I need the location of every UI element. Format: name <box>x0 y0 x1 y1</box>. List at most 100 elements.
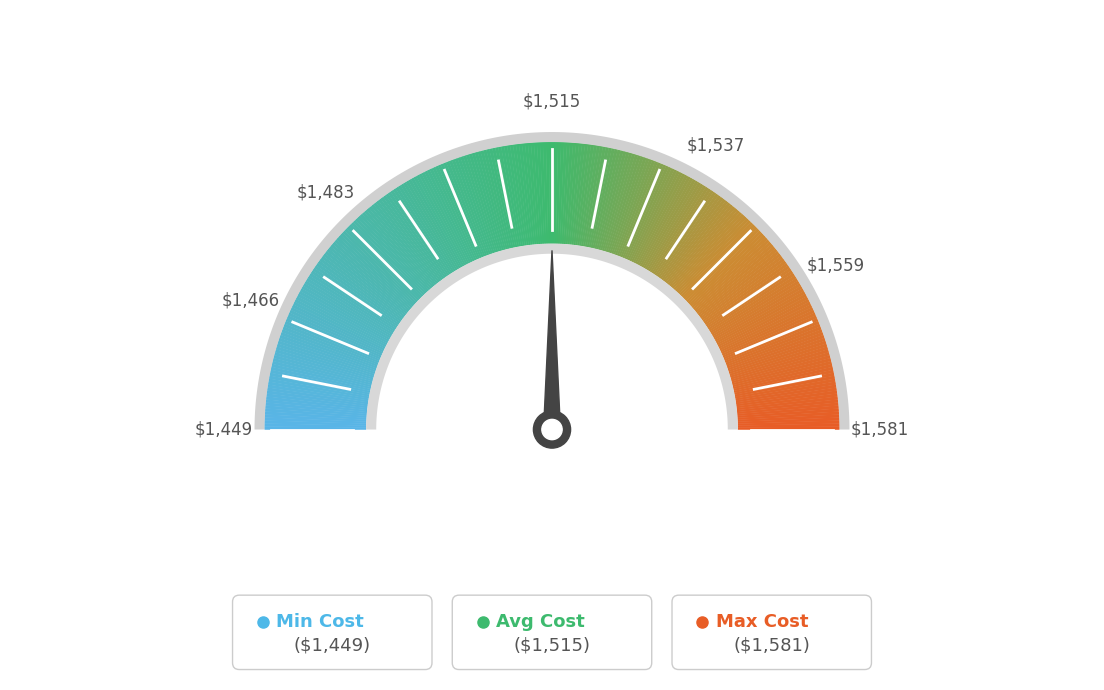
Polygon shape <box>677 216 746 293</box>
Polygon shape <box>620 162 660 257</box>
Polygon shape <box>647 182 701 270</box>
Polygon shape <box>692 241 772 310</box>
Polygon shape <box>737 424 839 428</box>
FancyBboxPatch shape <box>233 595 432 669</box>
Polygon shape <box>690 237 767 306</box>
Polygon shape <box>737 406 839 416</box>
Polygon shape <box>273 358 372 385</box>
Polygon shape <box>726 329 822 366</box>
Polygon shape <box>598 151 626 250</box>
Polygon shape <box>401 184 456 271</box>
Polygon shape <box>270 367 371 391</box>
Polygon shape <box>446 161 486 257</box>
Polygon shape <box>379 199 442 282</box>
Polygon shape <box>284 324 379 363</box>
Polygon shape <box>355 218 426 294</box>
Polygon shape <box>416 175 466 266</box>
FancyBboxPatch shape <box>672 595 871 669</box>
Polygon shape <box>455 158 491 255</box>
Polygon shape <box>673 212 742 290</box>
Polygon shape <box>635 172 682 264</box>
Polygon shape <box>289 310 383 354</box>
Polygon shape <box>715 294 807 344</box>
Polygon shape <box>381 197 443 280</box>
Polygon shape <box>513 144 529 246</box>
Polygon shape <box>478 151 506 250</box>
Polygon shape <box>355 218 426 294</box>
Polygon shape <box>364 210 432 289</box>
Polygon shape <box>700 256 783 319</box>
Polygon shape <box>362 212 431 290</box>
Text: $1,449: $1,449 <box>195 420 253 439</box>
Polygon shape <box>429 168 475 262</box>
Polygon shape <box>684 228 760 301</box>
Polygon shape <box>658 194 719 278</box>
Polygon shape <box>651 187 709 273</box>
Polygon shape <box>725 324 820 363</box>
Polygon shape <box>715 294 807 344</box>
Polygon shape <box>395 187 453 273</box>
Polygon shape <box>268 384 369 402</box>
Polygon shape <box>287 315 381 357</box>
Polygon shape <box>613 158 649 255</box>
Polygon shape <box>604 154 635 252</box>
Text: ($1,515): ($1,515) <box>513 637 591 655</box>
Polygon shape <box>704 266 789 325</box>
Polygon shape <box>337 237 414 306</box>
Polygon shape <box>308 275 395 331</box>
Polygon shape <box>581 146 599 246</box>
Polygon shape <box>575 144 591 246</box>
Polygon shape <box>480 150 508 249</box>
Polygon shape <box>308 275 395 331</box>
Polygon shape <box>296 297 388 345</box>
Polygon shape <box>401 184 456 271</box>
Polygon shape <box>688 233 764 304</box>
Polygon shape <box>724 321 819 361</box>
Polygon shape <box>736 400 838 412</box>
Polygon shape <box>654 188 711 275</box>
Polygon shape <box>735 384 836 402</box>
Polygon shape <box>731 352 829 382</box>
Polygon shape <box>358 216 427 293</box>
Polygon shape <box>731 349 829 380</box>
Polygon shape <box>701 258 785 320</box>
Polygon shape <box>726 332 824 368</box>
Polygon shape <box>716 297 808 345</box>
Polygon shape <box>675 214 744 291</box>
Polygon shape <box>737 415 839 422</box>
Polygon shape <box>452 159 489 255</box>
Polygon shape <box>429 168 475 262</box>
Polygon shape <box>733 361 831 387</box>
Polygon shape <box>280 332 378 368</box>
Polygon shape <box>312 268 399 326</box>
Polygon shape <box>705 268 792 326</box>
Polygon shape <box>723 318 818 359</box>
Polygon shape <box>475 152 503 250</box>
Polygon shape <box>720 307 814 352</box>
Polygon shape <box>543 250 561 429</box>
Polygon shape <box>591 148 615 248</box>
Polygon shape <box>294 302 385 348</box>
Polygon shape <box>349 224 422 298</box>
Polygon shape <box>265 424 367 428</box>
Polygon shape <box>682 224 755 298</box>
Polygon shape <box>275 352 373 382</box>
Polygon shape <box>699 253 781 317</box>
Polygon shape <box>624 165 666 259</box>
Polygon shape <box>607 155 640 253</box>
Polygon shape <box>730 344 827 376</box>
Polygon shape <box>469 154 500 252</box>
Polygon shape <box>268 379 369 399</box>
Polygon shape <box>466 155 498 252</box>
Polygon shape <box>735 382 836 400</box>
Polygon shape <box>577 145 594 246</box>
Polygon shape <box>733 364 832 389</box>
Circle shape <box>542 420 562 440</box>
Polygon shape <box>265 426 367 429</box>
Polygon shape <box>728 335 825 371</box>
Polygon shape <box>540 142 546 244</box>
Polygon shape <box>282 329 378 366</box>
Polygon shape <box>278 341 375 374</box>
Polygon shape <box>325 251 406 315</box>
Polygon shape <box>733 367 834 391</box>
